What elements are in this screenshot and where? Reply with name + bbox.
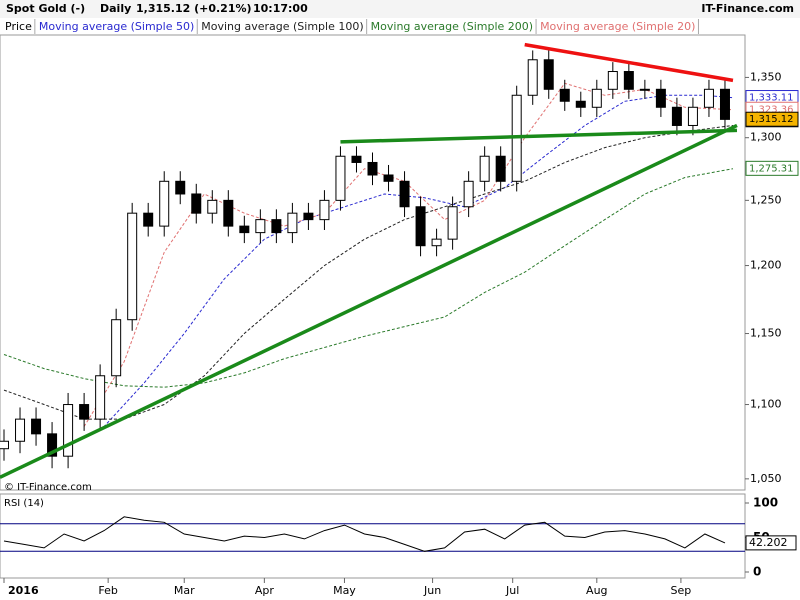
rsi-frame bbox=[0, 493, 746, 579]
last-value-label: 42.202 bbox=[749, 536, 788, 549]
last-value-box bbox=[745, 535, 797, 551]
legend: Price Moving average (Simple 50) Moving av… bbox=[5, 19, 699, 34]
candle-body bbox=[415, 206, 426, 247]
candle-body bbox=[703, 88, 714, 108]
y-tick-label: 0 bbox=[753, 565, 761, 579]
candle-body bbox=[31, 418, 42, 435]
x-tick-label: Mar bbox=[174, 584, 195, 597]
y-tick-label: 1,200 bbox=[750, 259, 782, 272]
candle-body bbox=[95, 375, 106, 420]
candle-body bbox=[47, 433, 58, 457]
candle-body bbox=[255, 219, 266, 234]
last-value-label: 1,275.31 bbox=[749, 163, 794, 174]
candle-body bbox=[559, 88, 570, 102]
candle-body bbox=[127, 212, 138, 321]
time: 10:17:00 bbox=[253, 2, 308, 15]
rsi-title: RSI (14) bbox=[4, 498, 44, 509]
candle-body bbox=[687, 106, 698, 126]
x-tick-label: Feb bbox=[98, 584, 117, 597]
instrument: Spot Gold (-) bbox=[6, 2, 85, 15]
x-tick-label: Apr bbox=[255, 584, 275, 597]
candle-body bbox=[287, 212, 298, 234]
candle-body bbox=[575, 100, 586, 108]
legend-entry: Moving average (Simple 50) bbox=[39, 20, 194, 33]
candle-body bbox=[623, 71, 634, 90]
candle-body bbox=[335, 155, 346, 201]
y-tick-label: 1,350 bbox=[750, 70, 782, 83]
candle-body bbox=[303, 212, 314, 221]
trendline bbox=[0, 123, 738, 479]
x-tick-label: May bbox=[333, 584, 356, 597]
candle-body bbox=[143, 212, 154, 227]
main-frame bbox=[0, 34, 746, 491]
period: Daily bbox=[100, 2, 131, 15]
candle-body bbox=[639, 88, 650, 91]
last-value-label: 1,323.36 bbox=[749, 104, 794, 115]
candle-body bbox=[271, 219, 282, 234]
candle-body bbox=[351, 155, 362, 163]
x-tick-label: Jun bbox=[423, 584, 441, 597]
candle-body bbox=[15, 418, 26, 442]
candle-body bbox=[111, 319, 122, 377]
candle-body bbox=[63, 404, 74, 457]
candle-body bbox=[319, 199, 330, 221]
candle-body bbox=[191, 193, 202, 214]
y-tick-label: 1,050 bbox=[750, 472, 782, 485]
trendline bbox=[340, 128, 738, 144]
rsi-line bbox=[3, 516, 726, 552]
candle-body bbox=[239, 225, 250, 234]
candle-body bbox=[159, 180, 170, 227]
candle-body bbox=[479, 155, 490, 182]
candle-body bbox=[175, 180, 186, 195]
header-bar bbox=[0, 0, 800, 18]
candle-body bbox=[207, 199, 218, 214]
last-value-label: 1,315.12 bbox=[749, 114, 794, 125]
candle-body bbox=[0, 440, 10, 450]
trendline bbox=[524, 42, 734, 83]
y-tick-label: 1,300 bbox=[750, 131, 782, 144]
y-tick-label: 1,250 bbox=[750, 193, 782, 206]
candle-body bbox=[655, 88, 666, 108]
y-tick-label: 100 bbox=[753, 496, 778, 510]
candle-body bbox=[671, 106, 682, 126]
moving-average bbox=[3, 168, 734, 388]
candle-body bbox=[543, 59, 554, 90]
candle-body bbox=[447, 206, 458, 240]
quote: 1,315.12 (+0.21%) bbox=[136, 2, 252, 15]
y-tick-label: 1,100 bbox=[750, 398, 782, 411]
x-tick-label: Jul bbox=[505, 584, 519, 597]
candle-body bbox=[367, 161, 378, 176]
last-value-box bbox=[745, 160, 799, 176]
y-tick-label: 1,150 bbox=[750, 327, 782, 340]
candle-body bbox=[79, 404, 90, 420]
candle-body bbox=[527, 59, 538, 96]
candle-body bbox=[495, 155, 506, 182]
candle-body bbox=[223, 199, 234, 227]
candle-body bbox=[719, 88, 730, 120]
legend-entry: Price bbox=[5, 20, 32, 33]
candle-body bbox=[399, 180, 410, 208]
last-value-label: 1,333.11 bbox=[749, 93, 794, 104]
moving-average bbox=[83, 82, 734, 427]
copyright: © IT-Finance.com bbox=[4, 482, 92, 493]
candle-body bbox=[463, 180, 474, 208]
candle-body bbox=[607, 71, 618, 90]
x-tick-label: Sep bbox=[671, 584, 692, 597]
x-tick-label: Aug bbox=[586, 584, 607, 597]
candle-body bbox=[431, 238, 442, 247]
candle-body bbox=[591, 88, 602, 108]
legend-entry: Moving average (Simple 200) bbox=[371, 20, 533, 33]
legend-entry: Moving average (Simple 20) bbox=[540, 20, 695, 33]
brand: IT-Finance.com bbox=[701, 2, 794, 15]
legend-entry: Moving average (Simple 100) bbox=[201, 20, 363, 33]
x-tick-label: 2016 bbox=[8, 584, 39, 597]
last-value-box bbox=[745, 111, 799, 127]
candle-body bbox=[383, 174, 394, 182]
